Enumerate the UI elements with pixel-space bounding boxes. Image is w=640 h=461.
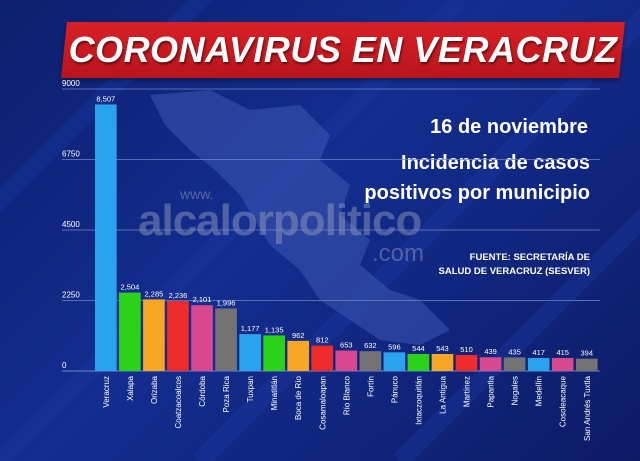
y-tick-label: 0 [62, 361, 67, 370]
bar [119, 292, 141, 371]
category-label: Pánuco [390, 375, 399, 403]
watermark-text: alcalorpolitico [138, 196, 422, 245]
source-line-2: SALUD DE VERACRUZ (SESVER) [438, 266, 591, 277]
bar-value-label: 1,177 [241, 324, 260, 333]
bar [167, 300, 189, 371]
category-label: Río Blanco [342, 375, 351, 415]
category-label: Tuxpan [246, 376, 255, 402]
bar-value-label: 2,504 [120, 283, 139, 292]
category-label: Minatitlán [270, 376, 279, 410]
category-label: Cosamaloapan [318, 376, 327, 430]
category-label: Xalapa [126, 375, 135, 400]
category-label: Poza Rica [222, 375, 231, 412]
category-label: Veracruz [102, 376, 111, 408]
category-label: Medellín [535, 376, 544, 406]
bar [359, 351, 382, 371]
bar-value-label: 962 [292, 331, 305, 340]
category-label: Orizaba [150, 375, 159, 404]
bar [407, 353, 430, 371]
bar [95, 104, 117, 372]
bar-value-label: 812 [316, 336, 329, 345]
bar [287, 340, 310, 371]
watermark-com: .com [372, 240, 425, 267]
bar-value-label: 1,996 [217, 298, 236, 307]
bar-value-label: 544 [412, 344, 425, 353]
bar-value-label: 394 [581, 349, 594, 358]
category-label: Ixtaczoquitlán [414, 376, 423, 425]
y-tick-label: 9000 [62, 79, 80, 88]
category-label: Papantla [487, 375, 496, 407]
bar-value-label: 510 [460, 345, 473, 354]
category-label: Martínez [463, 376, 472, 407]
bar [383, 352, 406, 371]
subtitle: Incidencia de casos positivos por munici… [290, 148, 590, 208]
y-tick-label: 4500 [62, 220, 80, 229]
bar [455, 355, 478, 371]
bar [191, 305, 213, 371]
category-label: Coatzacoalcos [174, 376, 183, 428]
source-line-1: FUENTE: SECRETARÍA DE [469, 252, 590, 263]
y-tick-label: 2250 [62, 291, 80, 300]
bar-value-label: 632 [364, 341, 377, 350]
category-label: Córdoba [198, 375, 207, 406]
bar-value-label: 596 [388, 342, 401, 351]
bar-value-label: 8,507 [96, 94, 115, 103]
bar [143, 299, 165, 371]
category-label: Nogales [511, 376, 520, 405]
bar [311, 345, 334, 371]
y-tick-label: 6750 [62, 150, 80, 159]
source-note: FUENTE: SECRETARÍA DE SALUD DE VERACRUZ … [390, 251, 591, 279]
bar [503, 357, 526, 371]
bar [479, 357, 502, 371]
bar [551, 357, 574, 371]
bar [263, 335, 285, 371]
category-label: Fortín [366, 376, 375, 397]
bar [575, 358, 598, 371]
bar-value-label: 415 [556, 348, 569, 357]
bar-value-label: 543 [436, 344, 449, 353]
bar-value-label: 439 [484, 347, 497, 356]
category-label: La Antigua [438, 375, 447, 413]
bar-value-label: 435 [508, 347, 521, 356]
chart-title: CORONAVIRUS EN VERACRUZ [68, 29, 618, 70]
date-label: 16 de noviembre [430, 116, 588, 138]
bar-value-label: 2,236 [169, 291, 188, 300]
bar-value-label: 653 [340, 341, 353, 350]
subtitle-line-1: Incidencia de casos [401, 152, 590, 174]
bar-value-label: 1,135 [265, 325, 284, 334]
category-label: Boca de Río [294, 375, 303, 420]
bar [239, 334, 261, 371]
subtitle-line-2: positivos por municipio [364, 182, 590, 204]
bar [215, 308, 237, 371]
bar-value-label: 2,101 [193, 295, 212, 304]
bar [335, 350, 358, 371]
bar [527, 357, 550, 371]
bar-value-label: 417 [532, 348, 545, 357]
bar [431, 353, 454, 371]
category-label: San Andrés Tuxtla [583, 375, 592, 440]
category-label: Cosoleacaque [559, 375, 568, 427]
watermark-www: www. [180, 186, 214, 202]
bar-value-label: 2,285 [145, 289, 164, 298]
